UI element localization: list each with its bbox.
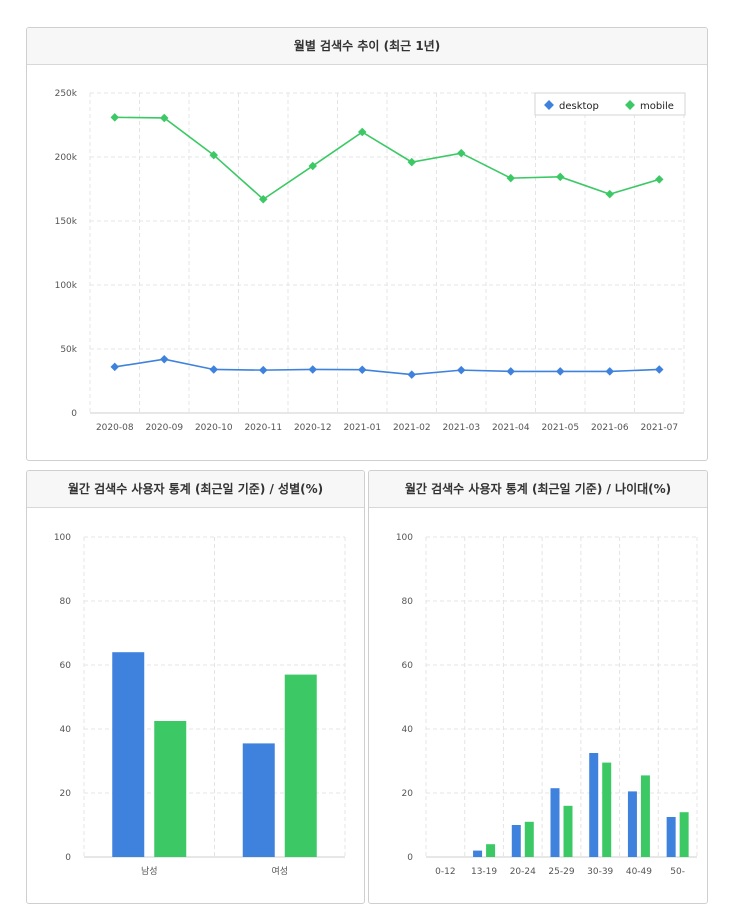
x-tick-label: 2020-12 <box>294 423 332 433</box>
data-point-mobile <box>259 194 268 204</box>
x-tick-label: 2020-09 <box>145 423 183 433</box>
gender-stats-chart: 0 20 40 60 80 100 남성 여성 <box>54 533 346 877</box>
legend-marker-icon <box>625 100 635 110</box>
age-stats-chart: 0 20 40 60 80 100 0-12 13-19 20-24 25-29 30-39 40-4… <box>396 533 698 877</box>
data-point-mobile <box>209 150 218 160</box>
y-tick-label: 100 <box>396 533 413 543</box>
x-tick-label: 25-29 <box>548 867 574 877</box>
x-tick-label: 남성 <box>141 866 158 877</box>
legend-marker-icon <box>544 100 554 110</box>
data-point-desktop <box>160 354 169 364</box>
monthly-trend-panel: 월별 검색수 추이 (최근 1년) 0 50k 100k 150k 200k 250k 20… <box>26 27 708 461</box>
y-tick-label: 100 <box>54 533 71 543</box>
x-tick-label: 2020-10 <box>195 423 233 433</box>
legend-box <box>534 92 686 116</box>
x-tick-label: 2020-11 <box>244 423 282 433</box>
x-tick-label: 여성 <box>271 865 288 877</box>
bar-13-19-0 <box>473 850 483 857</box>
data-point-mobile <box>457 148 466 158</box>
y-tick-label: 50k <box>60 345 77 355</box>
data-point-mobile <box>655 175 664 184</box>
data-point-desktop <box>655 365 664 374</box>
y-tick-label: 80 <box>60 597 72 607</box>
gender-stats-panel: 월간 검색수 사용자 통계 (최근일 기준) / 성별(%) 0 20 40 60 80… <box>26 470 365 904</box>
bar-30-39-1 <box>602 762 612 857</box>
bar-13-19-1 <box>486 844 496 857</box>
x-tick-label: 50- <box>670 867 685 877</box>
y-tick-label: 200k <box>55 153 78 163</box>
bar-50--0 <box>666 817 676 857</box>
data-point-mobile <box>358 127 367 137</box>
data-point-mobile <box>308 161 317 171</box>
x-tick-label: 40-49 <box>626 867 652 877</box>
data-point-desktop <box>358 365 367 374</box>
age-stats-title: 월간 검색수 사용자 통계 (최근일 기준) / 나이대(%) <box>369 471 707 508</box>
x-tick-label: 2021-05 <box>541 423 579 433</box>
y-tick-label: 60 <box>60 661 72 671</box>
series-line-desktop <box>114 358 660 376</box>
bar-50--1 <box>679 812 689 857</box>
legend-label-desktop: desktop <box>559 101 599 112</box>
data-point-desktop <box>605 367 614 376</box>
x-tick-label: 2021-01 <box>343 423 381 433</box>
x-tick-label: 2021-02 <box>393 423 431 433</box>
y-tick-label: 250k <box>55 89 78 99</box>
x-tick-label: 30-39 <box>587 867 613 877</box>
legend-label-mobile: mobile <box>640 101 674 112</box>
y-tick-label: 0 <box>71 409 77 419</box>
bar-30-39-0 <box>589 753 599 857</box>
x-tick-label: 2021-06 <box>591 423 629 433</box>
bar-남성-0 <box>112 652 145 857</box>
x-tick-label: 2021-04 <box>492 423 530 433</box>
data-point-desktop <box>506 367 515 376</box>
x-tick-label: 2021-03 <box>442 423 480 433</box>
y-tick-label: 100k <box>55 281 78 291</box>
y-tick-label: 150k <box>55 217 78 227</box>
x-tick-label: 2020-08 <box>96 423 134 433</box>
gender-stats-title: 월간 검색수 사용자 통계 (최근일 기준) / 성별(%) <box>27 471 364 508</box>
data-point-desktop <box>457 365 466 375</box>
x-tick-label: 0-12 <box>435 867 455 877</box>
y-tick-label: 0 <box>407 853 413 863</box>
data-point-mobile <box>407 157 416 167</box>
data-point-desktop <box>308 365 317 374</box>
y-tick-label: 40 <box>60 725 72 735</box>
age-stats-panel: 월간 검색수 사용자 통계 (최근일 기준) / 나이대(%) 0 20 40 60 8… <box>368 470 708 904</box>
data-point-desktop <box>209 365 218 374</box>
data-point-desktop <box>556 367 565 376</box>
x-tick-label: 13-19 <box>471 867 497 877</box>
data-point-desktop <box>407 370 416 379</box>
monthly-trend-chart: 0 50k 100k 150k 200k 250k 2020-08 2020-09 2020-1… <box>55 89 686 433</box>
bar-25-29-0 <box>550 788 560 857</box>
data-point-desktop <box>259 365 268 375</box>
y-tick-label: 40 <box>402 725 414 735</box>
y-tick-label: 0 <box>65 853 71 863</box>
x-tick-label: 20-24 <box>510 867 536 877</box>
data-point-mobile <box>110 113 119 122</box>
bar-40-49-1 <box>640 775 650 857</box>
monthly-trend-title: 월별 검색수 추이 (최근 1년) <box>27 28 707 65</box>
series-line-mobile <box>114 116 660 201</box>
bar-25-29-1 <box>563 805 573 857</box>
bar-20-24-0 <box>511 825 521 857</box>
data-point-mobile <box>556 172 565 182</box>
y-tick-label: 80 <box>402 597 414 607</box>
y-tick-label: 20 <box>402 789 414 799</box>
data-point-mobile <box>605 189 614 199</box>
bar-20-24-1 <box>524 821 534 857</box>
bar-40-49-0 <box>627 791 637 857</box>
bar-여성-1 <box>284 674 317 857</box>
data-point-mobile <box>506 173 515 183</box>
data-point-desktop <box>110 362 119 372</box>
x-tick-label: 2021-07 <box>640 423 678 433</box>
y-tick-label: 60 <box>402 661 414 671</box>
y-tick-label: 20 <box>60 789 72 799</box>
bar-남성-1 <box>154 721 187 857</box>
bar-여성-0 <box>242 743 275 857</box>
